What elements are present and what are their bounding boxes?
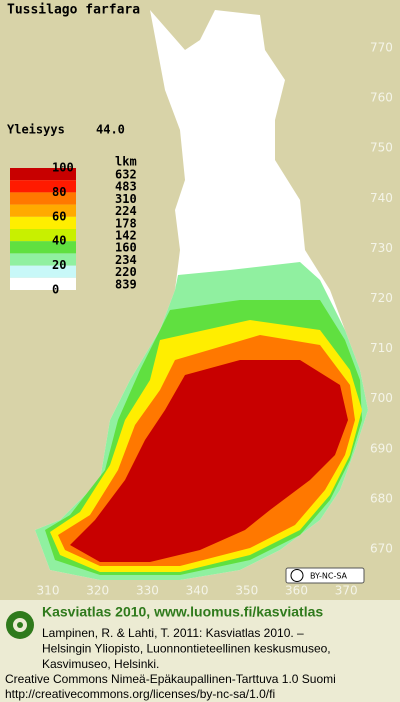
legend-count: 839 — [115, 277, 137, 291]
legend-count: 632 — [115, 168, 137, 182]
northing-label: 690 — [370, 441, 393, 455]
northing-label: 710 — [370, 341, 393, 355]
northing-label: 770 — [370, 41, 393, 55]
license-badge — [285, 567, 365, 584]
easting-label: 310 — [37, 584, 60, 598]
easting-label: 360 — [285, 584, 308, 598]
frequency-value: 44.0 — [96, 123, 125, 137]
legend-swatch — [10, 168, 76, 181]
map — [35, 10, 368, 584]
easting-label: 330 — [136, 584, 159, 598]
legend-count: 310 — [115, 192, 137, 206]
legend-count: 234 — [115, 253, 137, 267]
legend-swatch — [10, 253, 76, 266]
legend-swatch — [10, 265, 76, 278]
legend-count: 483 — [115, 180, 137, 194]
cc-icon — [290, 569, 304, 582]
legend-scale-label: 60 — [52, 209, 66, 223]
northing-label: 700 — [370, 391, 393, 405]
legend-count: 142 — [115, 229, 137, 243]
northing-label: 760 — [370, 91, 393, 105]
legend-swatch — [10, 204, 76, 217]
citation-line: Kasvimuseo, Helsinki. — [42, 657, 159, 671]
legend-swatch — [10, 192, 76, 205]
citation-line: Lampinen, R. & Lahti, T. 2011: Kasviatla… — [42, 626, 304, 640]
map-title: Tussilago farfara — [7, 3, 140, 18]
northing-label: 720 — [370, 291, 393, 305]
badge-text: BY-NC-SA — [310, 572, 348, 581]
logo-center — [17, 622, 23, 628]
easting-label: 320 — [86, 584, 109, 598]
legend-scale-label: 20 — [52, 258, 66, 272]
frequency-label: Yleisyys — [7, 123, 65, 137]
legend-count: 224 — [115, 204, 137, 218]
legend-swatch — [10, 229, 76, 242]
logo — [6, 611, 34, 639]
license-line: Creative Commons Nimeä-Epäkaupallinen-Ta… — [5, 672, 336, 686]
northing-label: 750 — [370, 141, 393, 155]
count-header: lkm — [115, 155, 137, 169]
northing-label: 740 — [370, 191, 393, 205]
zone-top — [70, 360, 348, 562]
legend-scale-label: 80 — [52, 185, 66, 199]
legend-count: 160 — [115, 241, 137, 255]
northing-label: 680 — [370, 491, 393, 505]
easting-label: 350 — [235, 584, 258, 598]
legend-swatch — [10, 241, 76, 254]
northing-label: 670 — [370, 542, 393, 556]
legend-scale-label: 40 — [52, 234, 66, 248]
citation-line: Helsingin Yliopisto, Luonnontieteellinen… — [42, 642, 331, 656]
footer-heading: Kasviatlas 2010, www.luomus.fi/kasviatla… — [42, 604, 323, 620]
easting-label: 370 — [335, 584, 358, 598]
legend-swatch — [10, 277, 76, 290]
legend-scale-label: 100 — [52, 161, 74, 175]
legend-count: 178 — [115, 216, 137, 230]
easting-label: 340 — [186, 584, 209, 598]
legend-scale-label: 0 — [52, 283, 59, 297]
license-line: http://creativecommons.org/licenses/by-n… — [5, 687, 275, 701]
legend-count: 220 — [115, 265, 137, 279]
legend-swatch — [10, 216, 76, 229]
legend-swatch — [10, 180, 76, 193]
northing-label: 730 — [370, 241, 393, 255]
